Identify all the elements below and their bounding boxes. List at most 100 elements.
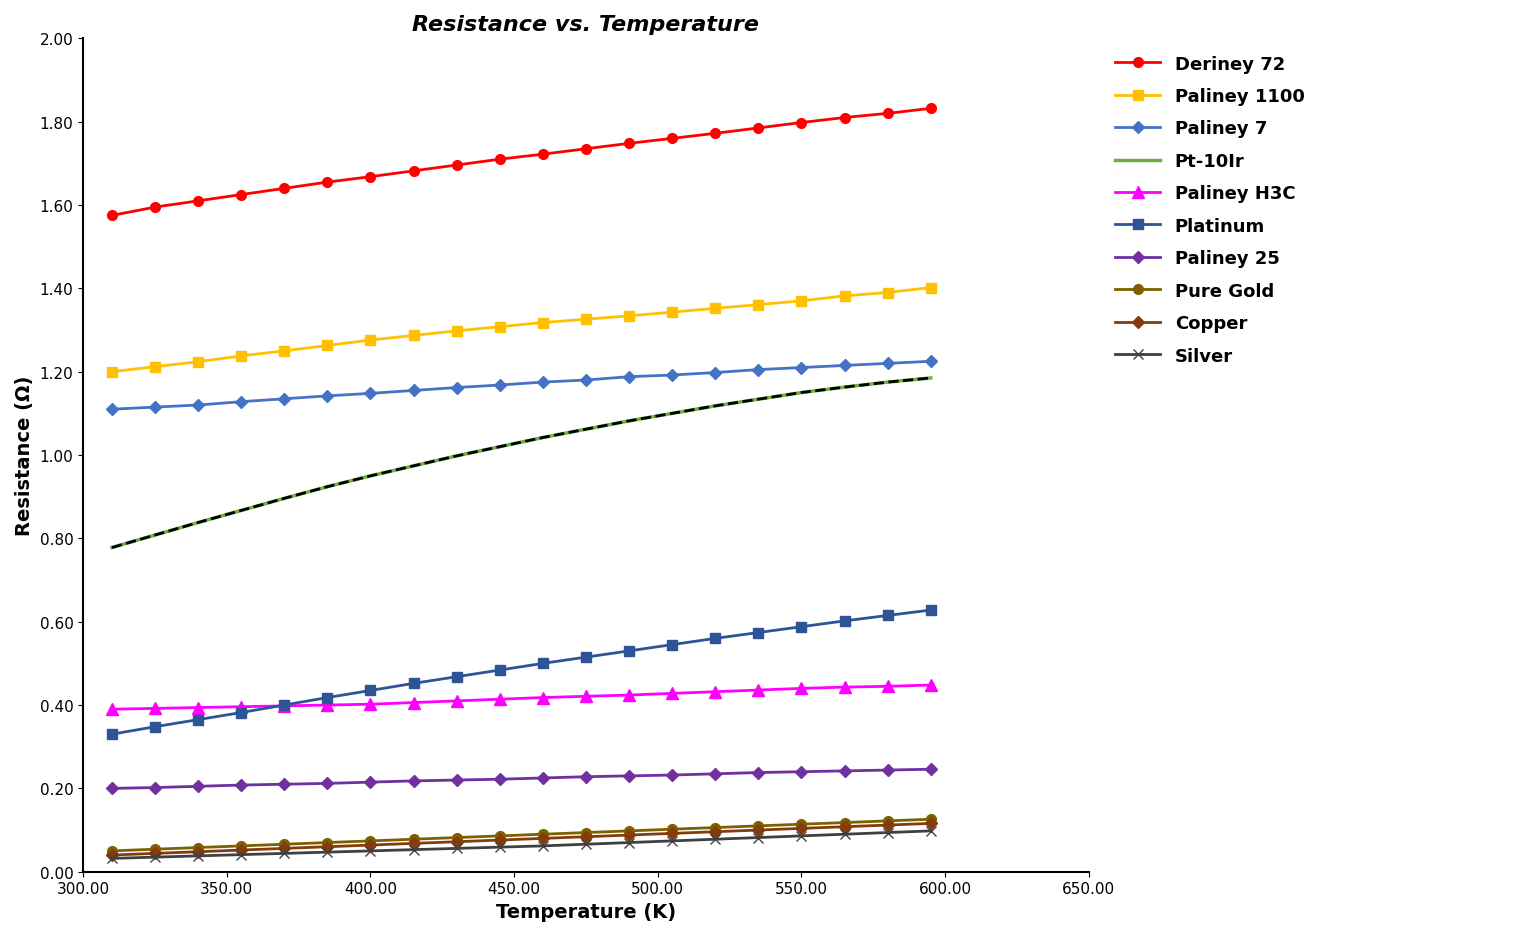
Deriney 72 — [103, 211, 121, 222]
Silver — [361, 845, 379, 856]
Paliney 1100 — [533, 317, 551, 329]
Platinum — [490, 665, 508, 676]
Paliney H3C — [232, 701, 250, 712]
Platinum — [707, 633, 725, 644]
Paliney 1100 — [189, 357, 207, 368]
Paliney H3C — [793, 683, 811, 695]
Paliney 25 — [621, 770, 639, 782]
Line: Silver: Silver — [108, 826, 935, 863]
Pure Gold — [146, 843, 164, 855]
Deriney 72 — [621, 139, 639, 150]
Legend: Deriney 72, Paliney 1100, Paliney 7, Pt-10Ir, Paliney H3C, Platinum, Paliney 25,: Deriney 72, Paliney 1100, Paliney 7, Pt-… — [1107, 49, 1312, 373]
Pure Gold — [533, 828, 551, 840]
Silver — [275, 848, 293, 859]
Pure Gold — [576, 827, 594, 839]
Platinum — [404, 678, 422, 689]
Pure Gold — [318, 837, 336, 848]
Deriney 72 — [533, 150, 551, 161]
Paliney 7 — [189, 400, 207, 411]
Title: Resistance vs. Temperature: Resistance vs. Temperature — [413, 15, 759, 35]
Pure Gold — [490, 830, 508, 841]
Deriney 72 — [318, 177, 336, 188]
Deriney 72 — [707, 128, 725, 139]
Paliney 25 — [361, 777, 379, 788]
Platinum — [879, 610, 897, 622]
Paliney 1100 — [232, 351, 250, 362]
Paliney 1100 — [576, 314, 594, 326]
Paliney 7 — [533, 377, 551, 388]
Paliney 1100 — [275, 346, 293, 358]
Paliney H3C — [836, 681, 854, 693]
Paliney 1100 — [707, 303, 725, 314]
Paliney 7 — [621, 372, 639, 383]
Paliney 7 — [707, 368, 725, 379]
Pure Gold — [879, 815, 897, 826]
Deriney 72 — [189, 196, 207, 207]
Line: Copper: Copper — [108, 819, 935, 859]
Paliney 25 — [836, 766, 854, 777]
Deriney 72 — [490, 154, 508, 166]
Paliney 1100 — [793, 296, 811, 307]
Paliney 25 — [664, 769, 682, 781]
Deriney 72 — [146, 202, 164, 213]
Platinum — [793, 622, 811, 633]
Paliney 7 — [879, 358, 897, 370]
Pure Gold — [361, 835, 379, 846]
Copper — [533, 833, 551, 844]
Copper — [447, 836, 465, 847]
Line: Pure Gold: Pure Gold — [108, 814, 935, 856]
Paliney 25 — [103, 782, 121, 794]
Deriney 72 — [793, 118, 811, 129]
Silver — [664, 835, 682, 846]
Paliney 25 — [533, 772, 551, 783]
Pure Gold — [793, 819, 811, 830]
Silver — [318, 846, 336, 857]
Paliney 1100 — [922, 283, 940, 294]
Platinum — [664, 639, 682, 651]
Silver — [232, 849, 250, 860]
Copper — [361, 840, 379, 851]
Platinum — [836, 616, 854, 627]
Silver — [922, 826, 940, 837]
Copper — [404, 838, 422, 849]
Deriney 72 — [836, 112, 854, 124]
Paliney H3C — [750, 685, 768, 696]
Paliney 25 — [232, 780, 250, 791]
Paliney 1100 — [146, 361, 164, 373]
Paliney 7 — [318, 391, 336, 402]
Copper — [275, 842, 293, 854]
Paliney 25 — [189, 781, 207, 792]
Pure Gold — [189, 842, 207, 854]
Copper — [664, 827, 682, 839]
Paliney 1100 — [490, 322, 508, 333]
Paliney H3C — [621, 690, 639, 701]
Pure Gold — [664, 824, 682, 835]
Paliney 1100 — [361, 335, 379, 346]
Paliney H3C — [533, 693, 551, 704]
Platinum — [189, 714, 207, 725]
Silver — [146, 852, 164, 863]
Line: Paliney 7: Paliney 7 — [108, 358, 935, 414]
Copper — [922, 818, 940, 829]
Paliney H3C — [707, 686, 725, 697]
Silver — [404, 844, 422, 856]
Paliney 1100 — [879, 287, 897, 299]
Deriney 72 — [664, 134, 682, 145]
Pure Gold — [621, 826, 639, 837]
Platinum — [576, 651, 594, 663]
Paliney H3C — [879, 681, 897, 693]
Pure Gold — [836, 817, 854, 828]
Paliney H3C — [490, 694, 508, 705]
Platinum — [146, 722, 164, 733]
Silver — [533, 841, 551, 852]
Paliney 25 — [275, 779, 293, 790]
Platinum — [103, 729, 121, 740]
Paliney H3C — [318, 700, 336, 711]
Paliney 7 — [836, 360, 854, 372]
Copper — [750, 825, 768, 836]
Paliney 1100 — [836, 291, 854, 302]
Pure Gold — [750, 820, 768, 831]
Silver — [707, 834, 725, 845]
Copper — [490, 835, 508, 846]
Paliney 7 — [404, 386, 422, 397]
